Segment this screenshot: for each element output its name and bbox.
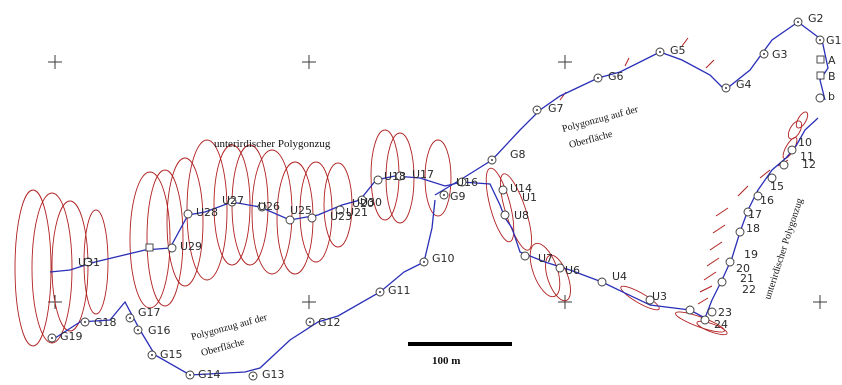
station-label-G5: G5: [670, 44, 686, 57]
station-label-18: 18: [746, 222, 760, 235]
station-label-G17: G17: [138, 306, 161, 319]
station-label-G12: G12: [318, 316, 341, 329]
station-label-19: 19: [744, 248, 758, 261]
station-label-G18: G18: [94, 316, 117, 329]
station-label-15: 15: [770, 180, 784, 193]
station-label-U27: U27: [222, 194, 244, 207]
station-label-U20: U20: [352, 197, 374, 210]
station-label-U25: U25: [290, 204, 312, 217]
label-underground-right: unterirdischer Polygonzug: [762, 197, 805, 301]
station-label-G3: G3: [772, 48, 788, 61]
station-label-G15: G15: [160, 348, 183, 361]
label-surface-upper-line2: Oberfläche: [568, 129, 614, 151]
label-surface-lower-line1: Polygonzug auf der: [190, 312, 269, 343]
station-label-U26: U26: [258, 200, 280, 213]
marker-labels: A B b: [828, 54, 836, 103]
station-label-U3: U3: [652, 290, 667, 303]
right-station-labels: 10 11 12 15 16 17 18 19 20 21 22 23 24: [714, 136, 816, 331]
surface-route-lower: [51, 199, 436, 376]
station-label-24: 24: [714, 318, 728, 331]
station-label-U18: U18: [384, 170, 406, 183]
station-label-17: 17: [748, 208, 762, 221]
station-label-U16: U16: [456, 176, 478, 189]
station-label-G9: G9: [450, 190, 466, 203]
station-label-G2: G2: [808, 12, 824, 25]
scale-bar: 100 m: [408, 342, 512, 367]
station-label-U1: U1: [522, 191, 537, 204]
station-label-G19: G19: [60, 330, 83, 343]
station-label-20: 20: [736, 262, 750, 275]
marker-label-B: B: [828, 70, 836, 83]
grid-crosses: [48, 55, 827, 309]
traverse-routes: [49, 21, 829, 376]
station-label-G8: G8: [510, 148, 526, 161]
station-label-12: 12: [802, 158, 816, 171]
station-label-U7: U7: [538, 252, 553, 265]
station-label-U14: U14: [510, 182, 532, 195]
station-label-G4: G4: [736, 78, 752, 91]
surface-station-labels: G1 G2 G3 G4 G5 G6 G7 G8 G9 G10 G11 G12 G…: [60, 12, 842, 381]
label-underground-upper: unterirdischer Polygonzug: [214, 138, 331, 150]
station-label-G1: G1: [826, 34, 842, 47]
station-label-11: 11: [800, 150, 814, 163]
station-label-G14: G14: [198, 368, 221, 381]
marker-label-A: A: [828, 54, 836, 67]
station-label-G13: G13: [262, 368, 285, 381]
underground-station-labels: U1 U3 U4 U6 U7 U8 U14 U16 U17 U18 U20 U2…: [78, 168, 667, 303]
station-label-G6: G6: [608, 70, 624, 83]
station-label-G16: G16: [148, 324, 171, 337]
station-label-U8: U8: [514, 209, 529, 222]
station-label-16: 16: [760, 194, 774, 207]
station-label-22: 22: [742, 283, 756, 296]
station-label-U4: U4: [612, 270, 627, 283]
label-surface-upper-line1: Polygonzug auf der: [561, 104, 640, 135]
station-label-U21: U21: [346, 206, 368, 219]
station-markers: [47, 17, 825, 381]
station-label-G7: G7: [548, 102, 564, 115]
station-label-G11: G11: [388, 284, 411, 297]
right-traverse-ticks: [559, 37, 789, 305]
underground-route-main: [49, 175, 706, 319]
station-label-U17: U17: [412, 168, 434, 181]
station-label-10: 10: [798, 136, 812, 149]
station-label-U29: U29: [180, 240, 202, 253]
station-label-U28: U28: [196, 206, 218, 219]
station-label-U6: U6: [565, 264, 580, 277]
station-label-G10: G10: [432, 252, 455, 265]
label-surface-lower-line2: Oberfläche: [200, 337, 246, 359]
marker-label-b: b: [828, 90, 835, 103]
station-label-23: 23: [718, 306, 732, 319]
station-label-U31: U31: [78, 256, 100, 269]
station-label-U23: U23: [330, 210, 352, 223]
station-label-U30: U30: [360, 196, 382, 209]
scale-bar-label: 100 m: [432, 355, 460, 367]
station-label-21: 21: [740, 272, 754, 285]
